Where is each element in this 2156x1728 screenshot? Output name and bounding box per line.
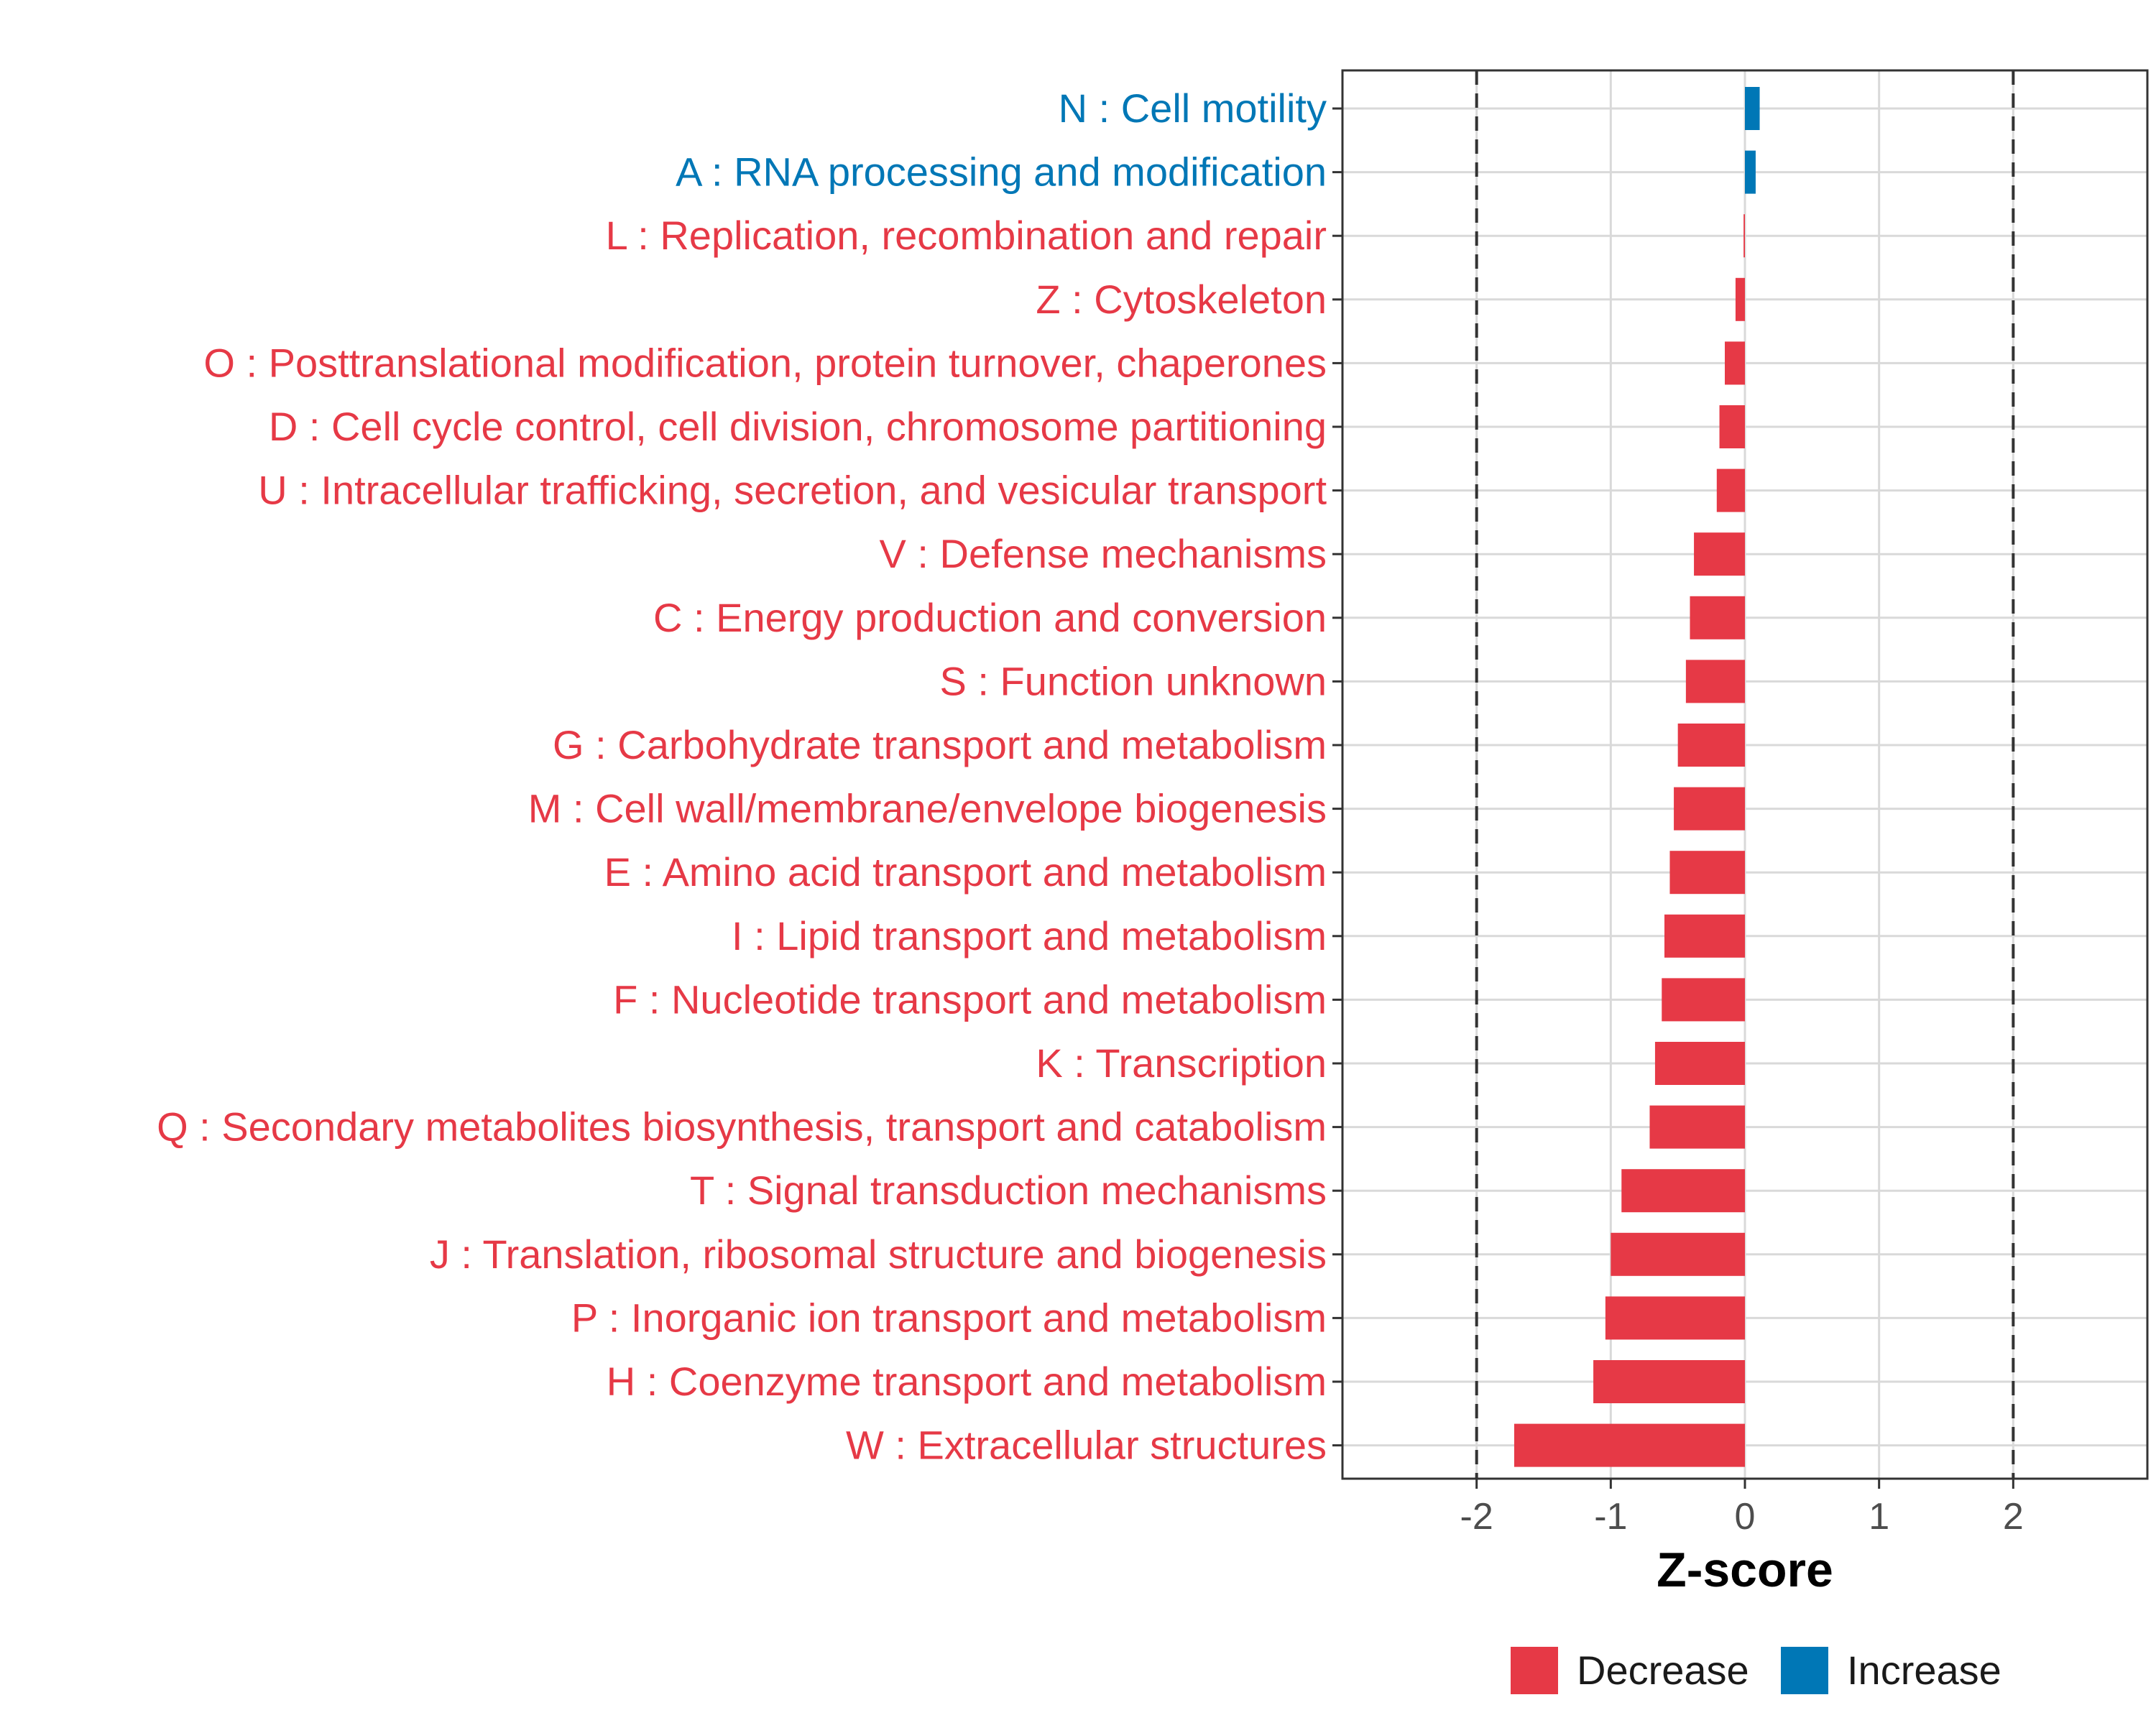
x-tick-label: -2 xyxy=(1460,1496,1493,1538)
bar xyxy=(1593,1360,1745,1403)
category-label: C : Energy production and conversion xyxy=(653,595,1327,640)
bar xyxy=(1735,277,1745,321)
bar xyxy=(1716,468,1745,512)
legend-label: Decrease xyxy=(1577,1648,1749,1693)
bar xyxy=(1611,1232,1745,1276)
x-tick-label: 2 xyxy=(2003,1496,2024,1538)
legend-swatch xyxy=(1781,1647,1828,1694)
category-label: Z : Cytoskeleton xyxy=(1036,277,1327,322)
category-label: G : Carbohydrate transport and metabolis… xyxy=(553,722,1327,767)
bar xyxy=(1605,1296,1745,1340)
bar xyxy=(1694,532,1745,576)
x-tick-layer: -2 -1 0 1 2 xyxy=(1460,1479,2024,1538)
category-label: K : Transcription xyxy=(1036,1040,1327,1086)
category-label: J : Translation, ribosomal structure and… xyxy=(430,1232,1327,1277)
category-label: Q : Secondary metabolites biosynthesis, … xyxy=(157,1104,1327,1150)
category-label: H : Coenzyme transport and metabolism xyxy=(607,1359,1327,1404)
bar-layer xyxy=(1514,87,1760,1467)
bar xyxy=(1745,87,1760,130)
x-tick-label: 1 xyxy=(1869,1496,1889,1538)
x-tick-label: 0 xyxy=(1735,1496,1756,1538)
x-axis-title: Z-score xyxy=(1657,1543,1833,1597)
bar xyxy=(1662,978,1745,1022)
bar xyxy=(1677,724,1745,767)
bar xyxy=(1654,1042,1745,1085)
bar xyxy=(1669,851,1745,895)
bar xyxy=(1685,660,1745,703)
bar xyxy=(1690,596,1745,639)
bar xyxy=(1725,341,1745,385)
category-label: O : Posttranslational modification, prot… xyxy=(203,340,1327,385)
category-label: E : Amino acid transport and metabolism xyxy=(604,849,1327,895)
bar xyxy=(1514,1423,1745,1467)
bar xyxy=(1674,787,1745,831)
bar xyxy=(1621,1169,1745,1213)
bar xyxy=(1745,150,1756,194)
category-label: L : Replication, recombination and repai… xyxy=(606,213,1327,258)
x-tick-label: -1 xyxy=(1594,1496,1627,1538)
category-label: N : Cell motility xyxy=(1059,86,1327,131)
category-label: W : Extracellular structures xyxy=(846,1423,1327,1468)
bar xyxy=(1664,914,1745,958)
legend-swatch xyxy=(1511,1647,1558,1694)
category-label: P : Inorganic ion transport and metaboli… xyxy=(571,1295,1327,1340)
category-label-layer: N : Cell motility A : RNA processing and … xyxy=(157,86,1342,1468)
bar xyxy=(1649,1105,1745,1149)
category-label: A : RNA processing and modification xyxy=(676,149,1327,195)
legend: Decrease Increase xyxy=(1511,1647,2001,1694)
legend-label: Increase xyxy=(1847,1648,2001,1693)
category-label: U : Intracellular trafficking, secretion… xyxy=(258,468,1327,513)
category-label: F : Nucleotide transport and metabolism xyxy=(613,976,1327,1022)
reference-line-layer xyxy=(1475,70,2015,1479)
category-label: T : Signal transduction mechanisms xyxy=(690,1168,1327,1213)
category-label: D : Cell cycle control, cell division, c… xyxy=(269,404,1327,449)
bar xyxy=(1719,405,1745,448)
category-label: I : Lipid transport and metabolism xyxy=(732,913,1327,958)
category-label: S : Function unknown xyxy=(939,658,1327,703)
bar xyxy=(1743,214,1745,258)
category-label: V : Defense mechanisms xyxy=(880,531,1327,576)
category-label: M : Cell wall/membrane/envelope biogenes… xyxy=(528,786,1327,831)
